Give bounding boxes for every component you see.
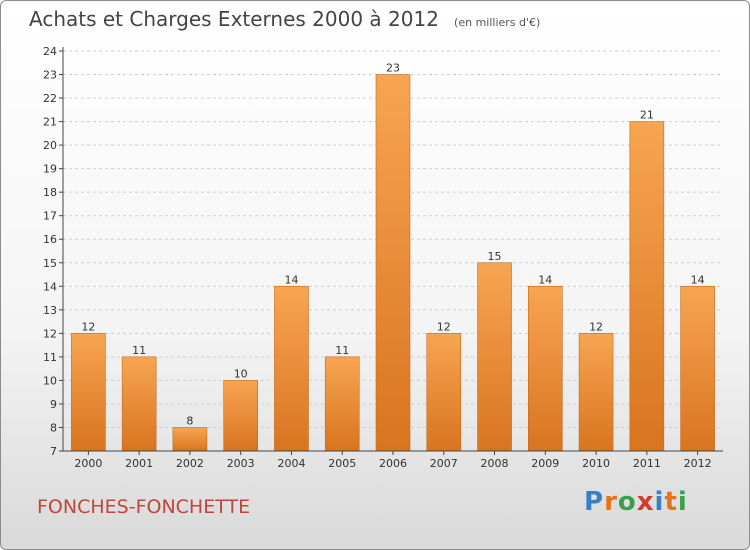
bar xyxy=(680,285,715,452)
y-tick-label: 10 xyxy=(43,374,57,387)
data-label: 8 xyxy=(186,414,193,427)
logo-letter: r xyxy=(604,487,618,517)
axis-layer: 7 8 9 10 11 12 13 14 15 16 17 18 19 20 21 22 23 24 2000 200… xyxy=(43,45,723,470)
logo-letter: P xyxy=(584,487,605,517)
y-tick-label: 19 xyxy=(43,163,57,176)
bar xyxy=(477,262,512,452)
data-label: 14 xyxy=(538,273,552,286)
y-tick-label: 23 xyxy=(43,69,57,82)
commune-name: FONCHES-FONCHETTE xyxy=(37,496,251,518)
bar xyxy=(375,74,411,452)
x-tick-label: 2011 xyxy=(633,457,661,470)
y-tick-label: 11 xyxy=(43,351,57,364)
x-tick-label: 2003 xyxy=(227,457,255,470)
x-tick-label: 2001 xyxy=(125,457,153,470)
bar xyxy=(426,333,462,452)
data-label: 14 xyxy=(284,273,298,286)
y-tick-label: 16 xyxy=(43,233,57,246)
y-tick-label: 8 xyxy=(50,421,57,434)
logo-letter: t xyxy=(664,487,678,517)
data-label: 10 xyxy=(234,367,248,380)
chart-subtitle: (en milliers d'€) xyxy=(454,16,541,29)
x-tick-label: 2009 xyxy=(531,457,559,470)
x-tick-label: 2000 xyxy=(74,457,102,470)
y-tick-label: 24 xyxy=(43,45,57,58)
y-tick-label: 14 xyxy=(43,280,57,293)
data-label: 21 xyxy=(640,109,654,122)
logo-letter: i xyxy=(654,487,665,517)
data-label: 11 xyxy=(335,344,349,357)
x-tick-label: 2005 xyxy=(328,457,356,470)
data-label: 12 xyxy=(589,320,603,333)
x-tick-label: 2004 xyxy=(277,457,305,470)
data-label: 23 xyxy=(386,62,400,75)
proxiti-logo: Proxiti xyxy=(584,487,688,517)
x-tick-label: 2012 xyxy=(684,457,712,470)
y-tick-label: 15 xyxy=(43,257,57,270)
data-label: 15 xyxy=(488,250,502,263)
y-tick-label: 17 xyxy=(43,210,57,223)
bars-layer: 12 11 8 10 14 11 23 12 15 14 12 21 14 xyxy=(71,62,715,452)
x-tick-label: 2006 xyxy=(379,457,407,470)
x-tick-label: 2008 xyxy=(481,457,509,470)
y-tick-label: 9 xyxy=(50,398,57,411)
bar xyxy=(629,121,665,452)
bar xyxy=(172,427,208,452)
x-tick-label: 2002 xyxy=(176,457,204,470)
y-tick-label: 12 xyxy=(43,327,57,340)
data-label: 12 xyxy=(81,320,95,333)
title-block: Achats et Charges Externes 2000 à 2012 (… xyxy=(29,7,540,31)
data-label: 11 xyxy=(132,344,146,357)
y-tick-label: 20 xyxy=(43,139,57,152)
bar xyxy=(274,285,309,452)
bar xyxy=(324,356,360,452)
y-tick-label: 7 xyxy=(50,445,57,458)
chart-title: Achats et Charges Externes 2000 à 2012 xyxy=(29,7,439,31)
y-tick-label: 13 xyxy=(43,304,57,317)
x-tick-label: 2010 xyxy=(582,457,610,470)
data-label: 12 xyxy=(437,320,451,333)
bar xyxy=(578,333,614,452)
logo-letter: o xyxy=(617,487,637,517)
bar xyxy=(121,356,157,452)
bar xyxy=(223,380,258,452)
logo-letter: x xyxy=(636,487,655,517)
y-tick-label: 22 xyxy=(43,92,57,105)
bar xyxy=(71,333,106,452)
x-tick-label: 2007 xyxy=(430,457,458,470)
y-tick-label: 18 xyxy=(43,186,57,199)
bar xyxy=(528,285,563,452)
data-label: 14 xyxy=(691,273,705,286)
logo-letter: i xyxy=(677,487,688,517)
y-tick-label: 21 xyxy=(43,116,57,129)
